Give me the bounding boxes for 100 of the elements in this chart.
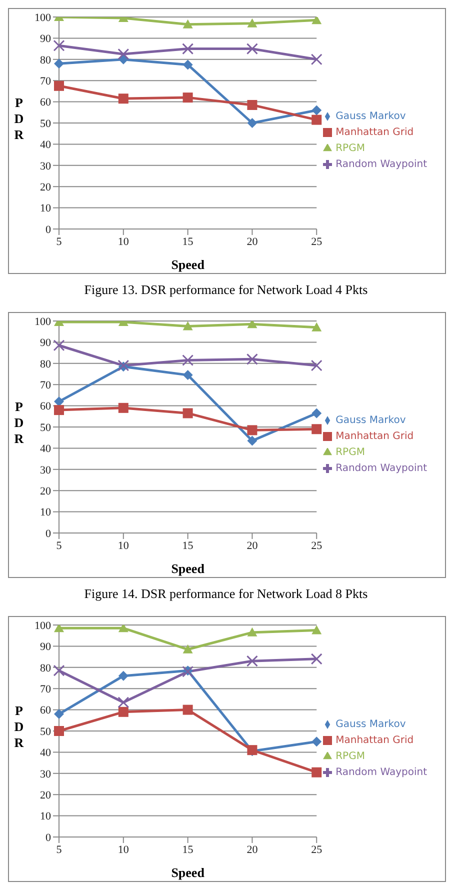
- point: [118, 94, 128, 104]
- y-tick-label: 0: [46, 528, 52, 540]
- legend-label: Gauss Markov: [336, 111, 406, 122]
- point: [182, 321, 193, 330]
- point: [246, 43, 258, 55]
- y-tick-label: 0: [46, 832, 52, 844]
- y-tick-label: 10: [40, 810, 52, 823]
- y-tick-label: 20: [40, 790, 52, 802]
- x-tick-label: 25: [311, 236, 323, 248]
- y-axis-title: PDR: [14, 399, 24, 446]
- point: [312, 322, 322, 332]
- point: [247, 118, 258, 128]
- y-tick-label: 50: [40, 422, 52, 434]
- x-tick-label: 15: [182, 540, 194, 552]
- y-tick-label: 30: [40, 160, 52, 172]
- x-tick-label: 20: [246, 540, 258, 552]
- x-tick-label: 15: [182, 236, 194, 248]
- point: [312, 625, 322, 634]
- point: [312, 17, 322, 24]
- point: [312, 736, 322, 747]
- y-tick-label: 80: [40, 358, 52, 370]
- point: [312, 767, 322, 778]
- y-tick-label: 70: [40, 380, 52, 392]
- x-tick-label: 5: [56, 844, 62, 856]
- point: [246, 353, 258, 365]
- y-tick-label: 40: [40, 139, 52, 152]
- point: [182, 43, 194, 55]
- point: [182, 408, 193, 418]
- y-tick-label: 100: [34, 12, 52, 24]
- point: [246, 655, 258, 667]
- point: [312, 408, 322, 418]
- y-tick-label: 90: [40, 33, 52, 46]
- point: [118, 402, 128, 413]
- legend-label: Manhattan Grid: [336, 735, 414, 746]
- point: [312, 105, 322, 116]
- y-tick-label: 30: [40, 464, 52, 476]
- point: [118, 670, 128, 681]
- point: [247, 425, 258, 436]
- point: [182, 704, 193, 715]
- point: [310, 54, 322, 66]
- point: [182, 19, 193, 28]
- y-tick-label: 90: [40, 641, 52, 654]
- y-tick-label: 80: [40, 54, 52, 66]
- x-tick-label: 25: [311, 540, 323, 552]
- point: [182, 60, 193, 70]
- point: [310, 360, 322, 372]
- legend-label: Manhattan Grid: [336, 127, 414, 138]
- point: [247, 100, 258, 110]
- point: [247, 627, 258, 636]
- point: [118, 48, 130, 60]
- x-tick-label: 20: [246, 844, 258, 856]
- y-axis-title: PDR: [14, 703, 24, 750]
- x-axis-title: Speed: [171, 561, 206, 576]
- point: [118, 696, 130, 708]
- x-tick-label: 10: [118, 540, 130, 552]
- x-axis-title: Speed: [171, 865, 206, 880]
- point: [182, 354, 194, 366]
- y-tick-label: 30: [40, 768, 52, 780]
- legend-label: Gauss Markov: [336, 415, 406, 426]
- point: [182, 370, 193, 380]
- x-tick-label: 15: [182, 844, 194, 856]
- point: [247, 436, 258, 446]
- y-tick-label: 50: [40, 118, 52, 130]
- caption: Figure 14. DSR performance for Network Load 8 Pkts: [83, 586, 369, 602]
- legend-label: Random Waypoint: [336, 463, 427, 474]
- y-tick-label: 20: [40, 486, 52, 498]
- y-axis-title: PDR: [14, 95, 24, 142]
- y-tick-label: 70: [40, 76, 52, 88]
- y-tick-label: 100: [34, 620, 52, 632]
- legend-label: RPGM: [336, 751, 365, 762]
- point: [310, 653, 322, 665]
- y-tick-label: 40: [40, 443, 52, 456]
- point: [182, 644, 193, 654]
- y-tick-label: 10: [40, 506, 52, 519]
- x-tick-label: 20: [246, 236, 258, 248]
- legend-label: Random Waypoint: [336, 767, 427, 778]
- legend-label: Random Waypoint: [336, 159, 427, 170]
- point: [118, 706, 128, 717]
- x-tick-label: 10: [118, 236, 130, 248]
- point: [312, 114, 322, 125]
- y-tick-label: 0: [46, 224, 52, 236]
- y-tick-label: 40: [40, 747, 52, 760]
- y-tick-label: 50: [40, 726, 52, 738]
- y-tick-label: 70: [40, 684, 52, 696]
- y-tick-label: 10: [40, 202, 52, 215]
- legend-label: RPGM: [336, 143, 365, 154]
- y-tick-label: 20: [40, 182, 52, 194]
- x-tick-label: 5: [56, 540, 62, 552]
- y-tick-label: 100: [34, 316, 52, 328]
- y-tick-label: 60: [40, 400, 52, 413]
- y-tick-label: 80: [40, 662, 52, 674]
- x-tick-label: 10: [118, 844, 130, 856]
- caption: Figure 13. DSR performance for Network Load 4 Pkts: [83, 282, 369, 298]
- legend-label: Gauss Markov: [336, 719, 406, 730]
- point: [182, 92, 193, 103]
- y-tick-label: 90: [40, 337, 52, 350]
- x-tick-label: 5: [56, 236, 62, 248]
- x-tick-label: 25: [311, 844, 323, 856]
- x-axis-title: Speed: [171, 257, 206, 272]
- point: [247, 321, 258, 328]
